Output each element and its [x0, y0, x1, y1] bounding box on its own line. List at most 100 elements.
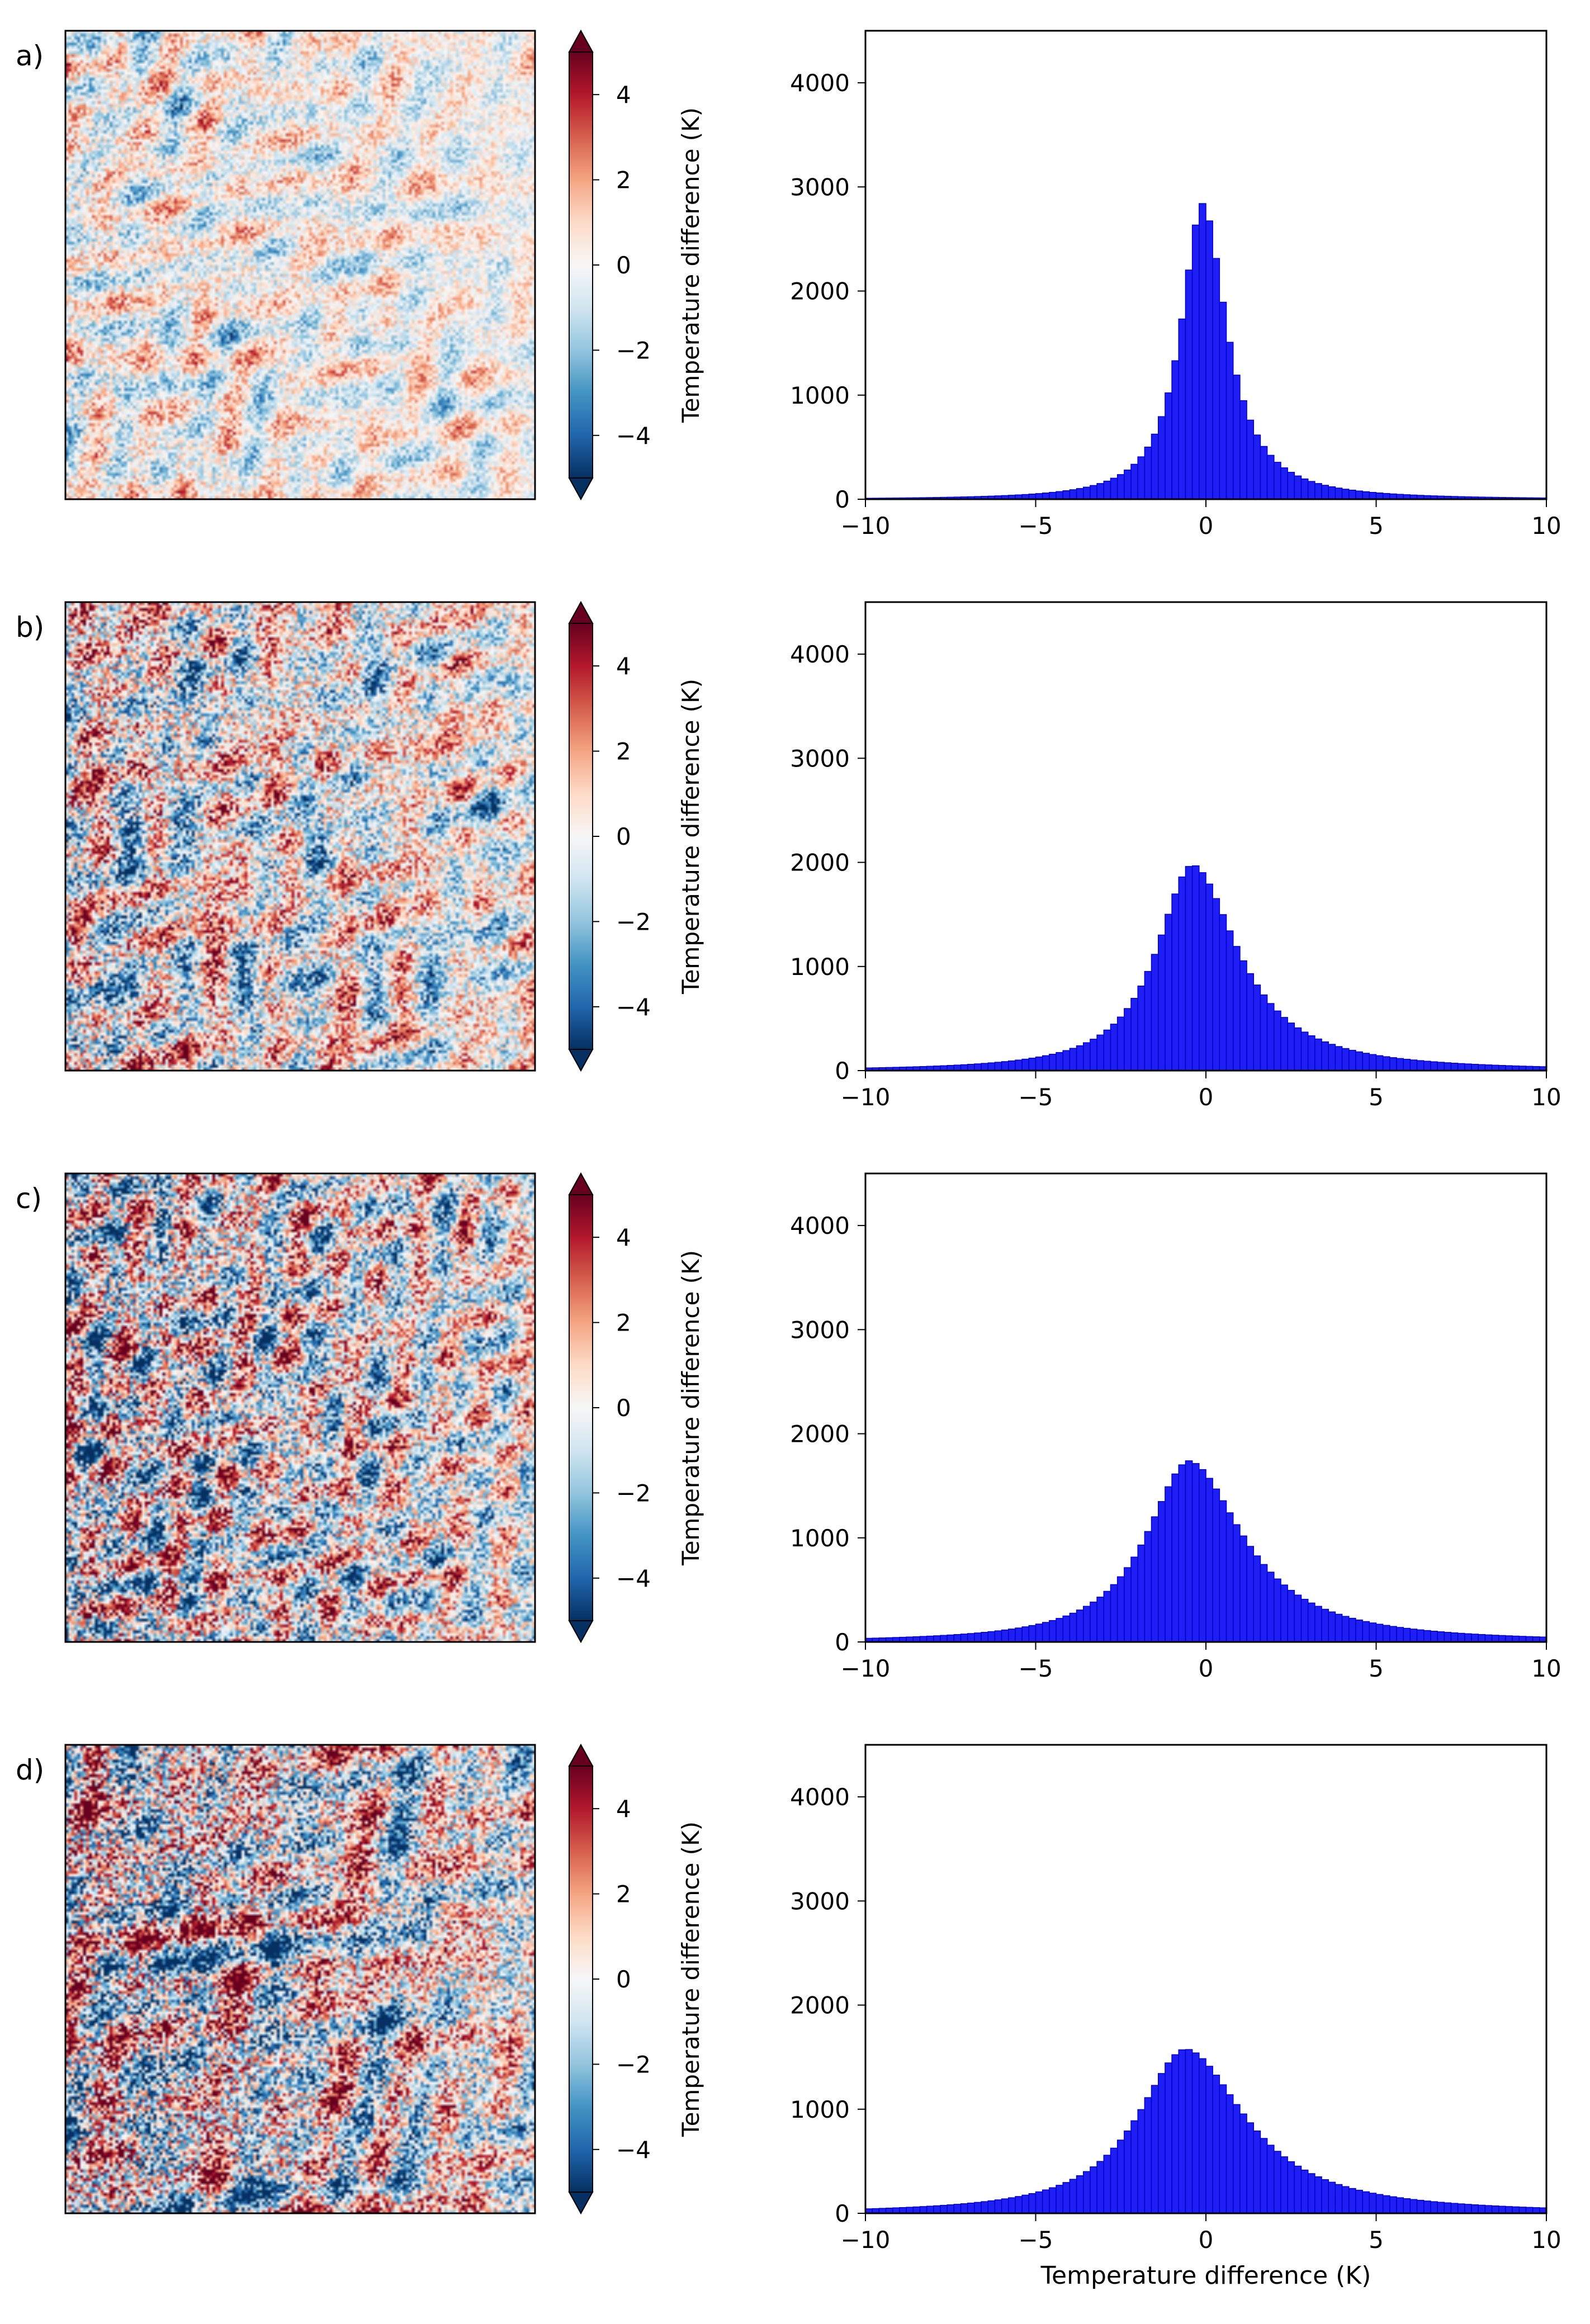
histogram-bar [1096, 483, 1105, 500]
histogram-bar [1096, 1034, 1105, 1071]
colorbar-extend-min [568, 477, 594, 501]
histogram-bar [1416, 1629, 1425, 1643]
histogram-bar [1314, 1038, 1322, 1071]
histogram-bar [906, 2207, 914, 2214]
histogram-bar [1321, 1041, 1329, 1071]
histogram-bar [912, 2206, 921, 2214]
histogram-bar [987, 1631, 996, 1643]
histogram-bar [1116, 2140, 1125, 2214]
histogram-bar [1266, 455, 1275, 500]
histogram-bar [1484, 2205, 1493, 2214]
histogram-bar [1409, 2199, 1418, 2214]
histogram-bar [1409, 1059, 1418, 1071]
colorbar-body [569, 52, 593, 478]
colorbar-tick-label: −2 [616, 2051, 651, 2078]
histogram-bar [1110, 1024, 1118, 1071]
histogram-bar [981, 2201, 988, 2214]
histogram-bar [1090, 485, 1097, 500]
histogram-bar [1165, 392, 1172, 500]
colorbar-label: Temperature difference (K) [677, 1250, 704, 1566]
histogram-bar [1116, 1576, 1125, 1643]
histogram-bar [1471, 2204, 1479, 2214]
histogram-bar [1165, 1486, 1172, 1643]
y-tick-label: 3000 [790, 745, 850, 772]
histogram-bar [1389, 1626, 1397, 1643]
histogram-bar [1444, 1062, 1452, 1071]
colorbar-body [569, 1195, 593, 1621]
histogram-bar [1076, 2175, 1084, 2214]
histogram-bar [1008, 1629, 1016, 1643]
histogram-bar [1205, 883, 1213, 1071]
histogram-bar [1062, 1050, 1071, 1071]
histogram-bar [974, 1063, 982, 1071]
colorbar-tick-label: 2 [616, 738, 631, 765]
histogram-bar [1274, 462, 1281, 500]
histogram-bar [1274, 1578, 1281, 1643]
histogram-bar [1437, 2202, 1445, 2214]
histogram-bar [1491, 2205, 1499, 2214]
histogram-bars [865, 1460, 1547, 1643]
map-frame [64, 1172, 536, 1643]
histogram-bar [1191, 224, 1200, 500]
histogram-bar [1294, 475, 1302, 500]
histogram-bar [1124, 1567, 1132, 1643]
histogram-bar [1137, 456, 1146, 500]
histogram-bar [1137, 1544, 1146, 1643]
x-tick-label: −10 [841, 512, 891, 539]
histogram-bar [1375, 493, 1384, 500]
y-tick-label: 4000 [790, 1783, 850, 1811]
temperature-difference-map [65, 1745, 535, 2213]
histogram-bar [1062, 1615, 1071, 1643]
histogram-bar [1021, 1626, 1030, 1643]
map-frame [64, 1744, 536, 2214]
histogram-bar [1056, 491, 1063, 500]
histogram-bar [1205, 2066, 1213, 2214]
histogram-bar [1035, 1056, 1043, 1071]
colorbar-tick-label: 2 [616, 1309, 631, 1337]
histogram-bar [1178, 2049, 1186, 2214]
histogram-bar [1151, 433, 1159, 500]
histogram-bar [1178, 1464, 1186, 1643]
histogram-bar [1144, 1531, 1152, 1643]
x-axis-label: Temperature difference (K) [1040, 2261, 1371, 2290]
y-tick-label: 0 [835, 486, 850, 513]
histogram-bar [1185, 269, 1193, 500]
x-tick-label: 10 [1531, 2226, 1561, 2254]
histogram-bar [1144, 2097, 1152, 2214]
histogram-bar [1049, 1620, 1057, 1643]
histogram-bar [940, 1635, 948, 1643]
histogram-bar [1307, 2173, 1315, 2214]
histogram-bar [1335, 2184, 1343, 2214]
histogram-bar [1069, 2179, 1077, 2214]
x-tick-label: −5 [1019, 2226, 1053, 2254]
histogram-bar [1274, 2151, 1281, 2214]
histogram-bar [1124, 2130, 1132, 2214]
histogram-bar [1246, 1546, 1255, 1643]
histogram-bar [1260, 1564, 1268, 1643]
histogram-bar [1239, 400, 1247, 500]
histogram-bar [1478, 2204, 1486, 2214]
y-tick-label: 0 [835, 2200, 850, 2227]
histogram-bar [1444, 1632, 1452, 1643]
colorbar-tick-label: 4 [616, 1795, 631, 1823]
colorbar-tick-label: 4 [616, 81, 631, 108]
histogram-bar [947, 2204, 955, 2214]
histogram-bar [994, 1630, 1002, 1643]
histogram-bar [1416, 1060, 1425, 1071]
histogram-bar [1518, 2207, 1527, 2214]
histogram-bar [1001, 2198, 1009, 2214]
histogram-bar [1157, 934, 1166, 1071]
histogram-bar [1423, 1061, 1431, 1071]
histogram-bar [1171, 1473, 1180, 1643]
y-tick-label: 1000 [790, 1525, 850, 1552]
histogram-bar [1185, 2049, 1193, 2214]
histogram-bar [1274, 1010, 1281, 1071]
histogram-bar [1130, 463, 1138, 500]
histogram-bar [1484, 1634, 1493, 1643]
x-tick-label: −5 [1019, 512, 1053, 539]
histogram-bar [1260, 446, 1268, 500]
histogram-bar [1328, 486, 1336, 500]
histogram-bar [1314, 1606, 1322, 1643]
histogram-bar [1375, 2194, 1384, 2214]
histogram-bar [1042, 1055, 1050, 1071]
